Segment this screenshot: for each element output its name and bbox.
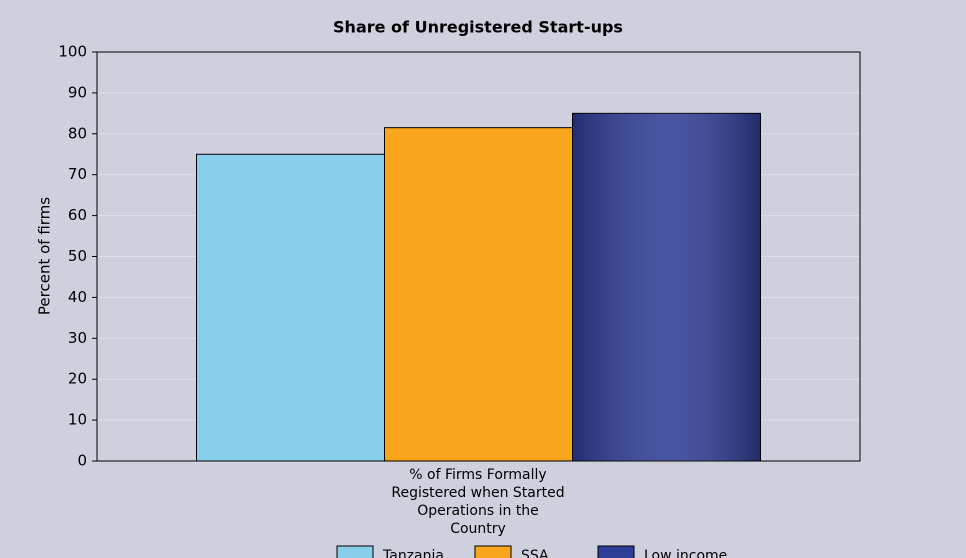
bar-shade [572,113,761,461]
y-tick-label: 0 [77,452,87,470]
y-tick-label: 60 [68,206,87,224]
bar [384,127,573,462]
y-tick-label: 70 [68,165,87,183]
x-tick-label: % of Firms Formally Registered when Star… [391,467,565,537]
legend-swatch [474,545,512,558]
legend-label: Tanzania [382,548,444,558]
y-tick-label: 90 [68,83,87,101]
legend-label: SSA [521,548,549,558]
y-tick-label: 100 [58,43,87,61]
y-tick-label: 80 [68,124,87,142]
y-tick-label: 20 [68,370,87,388]
y-tick-label: 50 [68,247,87,265]
y-tick-label: 30 [68,329,87,347]
legend-swatch [336,545,374,558]
y-axis-label: Percent of firms [36,197,54,315]
chart-title: Share of Unregistered Start-ups [333,18,623,37]
bar [196,153,385,462]
legend-label: Low income [644,548,727,558]
y-tick-label: 40 [68,288,87,306]
y-tick-label: 10 [68,411,87,429]
legend-swatch [597,545,635,558]
